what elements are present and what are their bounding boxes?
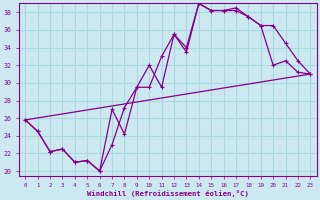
X-axis label: Windchill (Refroidissement éolien,°C): Windchill (Refroidissement éolien,°C) [87,190,249,197]
